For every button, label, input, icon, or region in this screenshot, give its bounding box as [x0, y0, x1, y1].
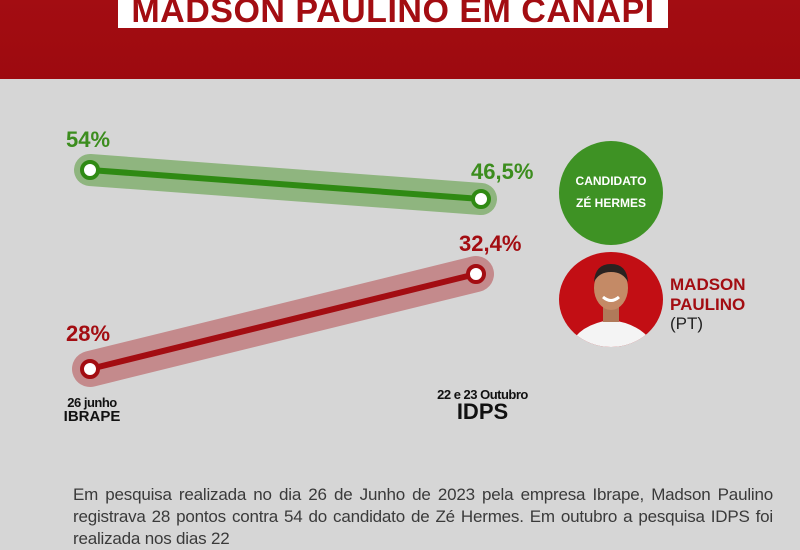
legend-madson-paulino: MADSON PAULINO (PT)	[670, 275, 746, 334]
legend-red-line1: MADSON	[670, 275, 746, 294]
legend-red-party: (PT)	[670, 314, 704, 334]
legend-green-line2: ZÉ HERMES	[575, 196, 646, 210]
red-point-1	[80, 359, 100, 379]
x-label-1: 26 junho IBRAPE	[52, 396, 132, 424]
line-chart	[72, 154, 497, 387]
person-icon	[569, 264, 655, 347]
red-value-2: 32,4%	[459, 231, 522, 256]
green-value-2: 46,5%	[471, 159, 534, 184]
x-label-2-institute: IDPS	[456, 399, 509, 424]
x-label-1-date: 26 junho	[67, 395, 117, 410]
green-point-2	[471, 189, 491, 209]
header-banner: MADSON PAULINO EM CANAPI	[0, 0, 800, 79]
title-box: MADSON PAULINO EM CANAPI	[118, 0, 668, 30]
red-value-1: 28%	[66, 321, 111, 346]
x-label-2-date: 22 e 23 Outubro	[437, 387, 528, 402]
page-title: MADSON PAULINO EM CANAPI	[131, 0, 655, 30]
legend-ze-hermes: CANDIDATO ZÉ HERMES	[559, 141, 663, 245]
legend-red-line2: PAULINO	[670, 294, 746, 314]
candidate-photo	[559, 252, 663, 347]
legend-green-line1: CANDIDATO	[575, 174, 647, 189]
green-series-line	[89, 167, 482, 202]
green-point-1	[80, 160, 100, 180]
x-label-1-institute: IBRAPE	[63, 408, 121, 425]
green-value-1: 54%	[66, 127, 111, 152]
red-point-2	[466, 264, 486, 284]
red-series-line	[89, 271, 477, 372]
x-label-2: 22 e 23 Outubro IDPS	[420, 388, 545, 423]
description-paragraph: Em pesquisa realizada no dia 26 de Junho…	[73, 485, 773, 548]
